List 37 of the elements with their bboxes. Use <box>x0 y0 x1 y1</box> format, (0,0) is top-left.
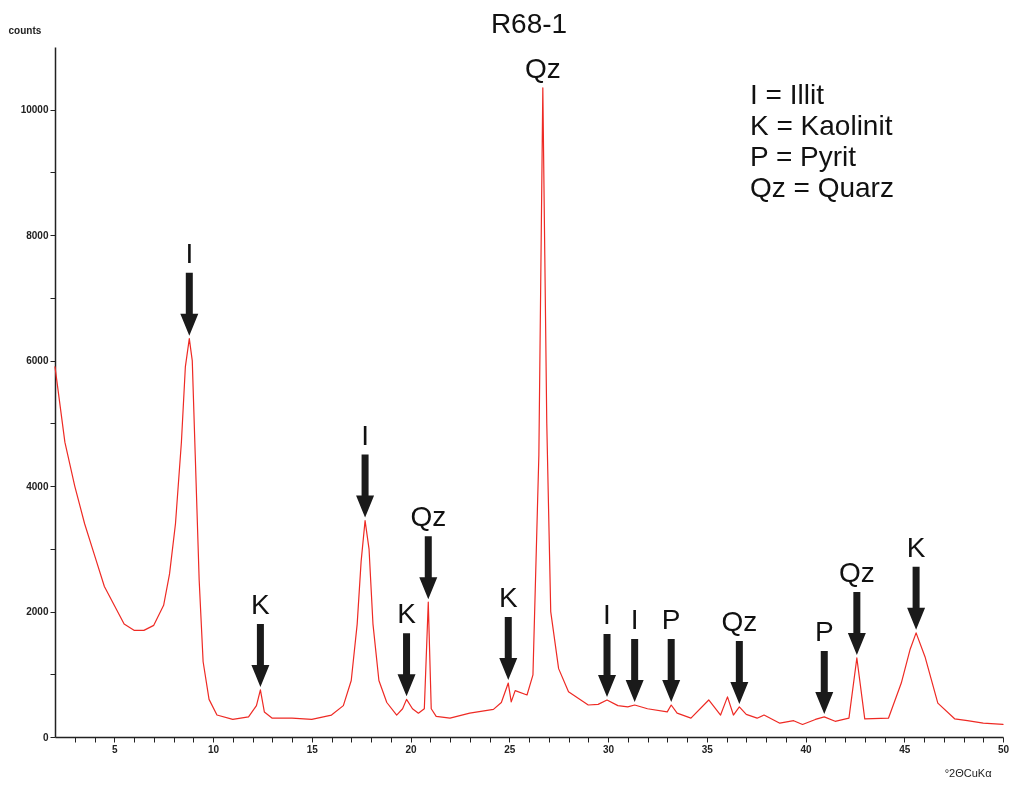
annotation: K = Kaolinit <box>750 110 893 141</box>
annotation: P <box>814 615 834 647</box>
x-tick-label: 5 <box>111 743 118 755</box>
annotation: Qz <box>410 501 447 533</box>
annotation: I <box>603 598 611 630</box>
y-axis-title: counts <box>8 24 42 36</box>
x-tick-label: 40 <box>800 743 812 755</box>
annotation: I <box>361 419 369 451</box>
annotation: K <box>498 582 518 614</box>
annotation: Qz <box>838 556 875 588</box>
x-tick-label: 35 <box>701 743 714 755</box>
x-tick-label: 15 <box>306 743 319 755</box>
x-axis-title: °2ΘCuKα <box>944 766 993 779</box>
x-tick-label: 45 <box>899 743 911 755</box>
annotation: I <box>185 237 194 269</box>
y-tick-label: 2000 <box>26 606 49 618</box>
y-tick-label: 4000 <box>26 480 49 492</box>
annotation: K <box>251 588 271 620</box>
y-tick-label: 6000 <box>26 355 49 367</box>
annotation: I = Illit <box>750 79 825 110</box>
annotation: K <box>397 598 417 630</box>
x-tick-label: 10 <box>207 743 220 755</box>
x-tick-label: 25 <box>504 743 516 755</box>
annotation: P <box>661 604 681 636</box>
x-tick-label: 30 <box>602 743 615 755</box>
chart-title: R68-1 <box>490 8 568 39</box>
y-tick-label: 8000 <box>26 229 49 241</box>
annotation: Qz <box>721 605 758 637</box>
annotation: K <box>906 531 926 563</box>
annotation: I <box>630 604 639 636</box>
x-tick-label: 20 <box>405 743 417 755</box>
y-tick-label: 0 <box>42 731 49 743</box>
y-tick-label: 10000 <box>20 104 49 116</box>
x-tick-label: 50 <box>997 743 1010 755</box>
annotation: Qz <box>524 52 561 84</box>
annotation: Qz = Quarz <box>750 172 894 203</box>
annotation: P = Pyrit <box>750 141 857 172</box>
